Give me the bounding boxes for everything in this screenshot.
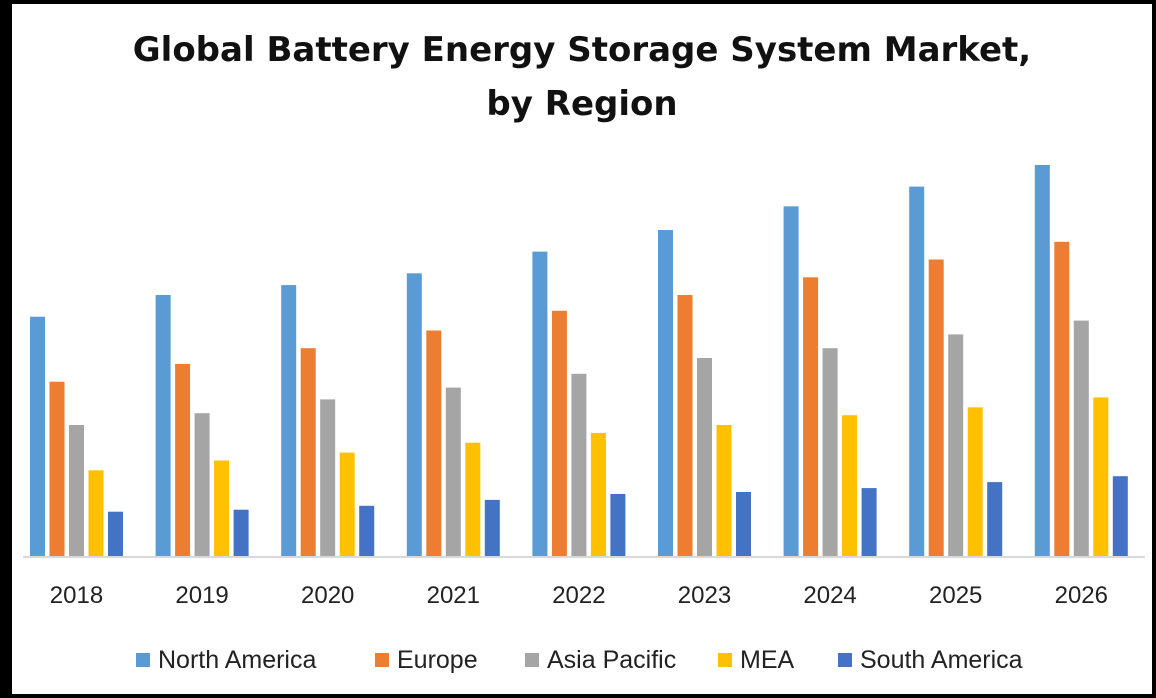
legend-label-south-america: South America [860,646,1023,674]
x-tick-labels: 2018 2019 2020 2021 2022 2023 2024 2025 2026 [50,582,1108,609]
legend-label-europe: Europe [397,646,478,674]
x-tick-label: 2018 [50,582,103,609]
bar-asia-pacific-2019 [194,413,210,557]
bar-asia-pacific-2018 [69,425,84,557]
bar-mea-2020 [339,452,355,557]
bar-south-america-2018 [108,511,123,557]
legend-swatch-south-america [838,653,852,667]
bar-europe-2023 [677,295,693,557]
bar-chart: Global Battery Energy Storage System Mar… [23,30,1145,674]
bar-mea-2021 [465,442,481,557]
legend-swatch-europe [375,653,389,667]
bar-north-america-2020 [281,285,297,557]
x-tick-label: 2025 [929,582,982,609]
bar-europe-2021 [426,330,442,557]
bar-mea-2024 [842,415,858,557]
bar-asia-pacific-2025 [948,334,964,557]
bar-north-america-2025 [909,186,925,557]
bar-south-america-2023 [736,492,751,557]
bar-europe-2022 [551,310,567,558]
bar-south-america-2020 [359,505,375,557]
bar-asia-pacific-2022 [571,373,587,557]
legend-label-asia-pacific: Asia Pacific [547,646,676,674]
bar-europe-2025 [928,259,944,557]
bar-north-america-2023 [658,230,673,557]
bar-asia-pacific-2026 [1073,320,1089,557]
bar-europe-2024 [803,277,819,557]
bar-mea-2026 [1093,397,1109,557]
x-tick-label: 2021 [427,582,480,609]
bar-north-america-2022 [532,251,548,557]
bar-asia-pacific-2023 [697,358,712,557]
bar-mea-2018 [88,470,104,557]
bar-europe-2019 [175,363,191,557]
x-tick-label: 2023 [678,582,731,609]
bar-south-america-2021 [484,499,500,557]
bar-europe-2020 [300,348,316,557]
bar-north-america-2026 [1034,165,1050,557]
bar-south-america-2024 [861,488,877,558]
bar-south-america-2022 [610,494,626,557]
bar-north-america-2018 [30,316,45,557]
legend: North America Europe Asia Pacific MEA South … [136,646,1023,674]
legend-swatch-north-america [136,653,150,667]
x-tick-label: 2022 [552,582,605,609]
bar-south-america-2019 [233,509,249,557]
bar-mea-2019 [214,460,230,557]
bar-north-america-2019 [155,295,171,557]
x-tick-label: 2026 [1055,582,1108,609]
x-tick-label: 2019 [175,582,228,609]
bar-south-america-2025 [987,482,1003,557]
bar-mea-2025 [967,407,983,557]
legend-label-mea: MEA [740,646,795,674]
x-tick-label: 2020 [301,582,354,609]
bar-south-america-2026 [1112,476,1128,557]
bar-mea-2023 [716,425,732,557]
legend-label-north-america: North America [158,646,316,674]
bar-europe-2018 [49,381,65,557]
bar-asia-pacific-2024 [822,348,838,557]
bar-asia-pacific-2020 [320,399,336,557]
bar-europe-2026 [1054,241,1070,558]
bar-north-america-2024 [783,206,799,558]
chart-title-line2: by Region [486,84,677,124]
chart-frame: Global Battery Energy Storage System Mar… [12,4,1152,694]
legend-swatch-asia-pacific [525,653,539,667]
bar-mea-2022 [590,432,606,557]
chart-title: Global Battery Energy Storage System Mar… [133,30,1031,70]
bar-north-america-2021 [406,273,422,557]
x-tick-label: 2024 [803,582,856,609]
bars-group [30,165,1128,558]
bar-asia-pacific-2021 [445,387,461,557]
legend-swatch-mea [718,653,732,667]
